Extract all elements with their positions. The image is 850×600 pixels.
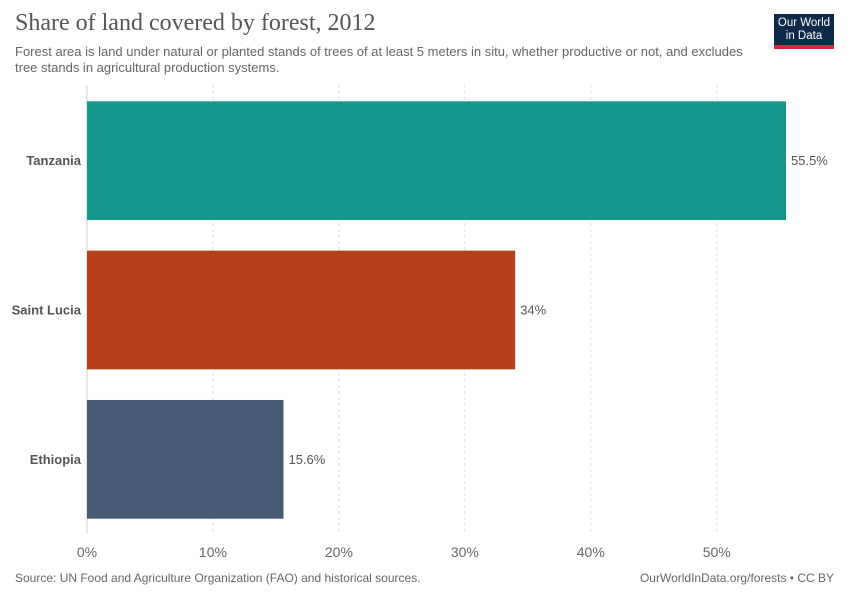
- data-label: 34%: [520, 303, 546, 318]
- logo-line-2: in Data: [785, 30, 823, 42]
- bar-ethiopia: [87, 399, 284, 519]
- x-tick-label: 0%: [77, 544, 97, 560]
- source-note[interactable]: Source: UN Food and Agriculture Organiza…: [15, 571, 421, 585]
- x-tick-label: 20%: [325, 544, 353, 560]
- data-label: 55.5%: [791, 153, 828, 168]
- owid-logo[interactable]: Our World in Data: [774, 14, 834, 49]
- category-label: Tanzania: [26, 153, 81, 168]
- x-tick-label: 10%: [199, 544, 227, 560]
- x-tick-label: 40%: [577, 544, 605, 560]
- bar-saint-lucia: [87, 250, 516, 370]
- chart-title: Share of land covered by forest, 2012: [15, 10, 376, 36]
- bar-tanzania: [87, 101, 786, 221]
- category-label: Ethiopia: [30, 452, 82, 467]
- category-label: Saint Lucia: [12, 303, 82, 318]
- data-label: 15.6%: [288, 452, 325, 467]
- logo-line-1: Our World: [777, 17, 831, 29]
- x-tick-label: 30%: [451, 544, 479, 560]
- x-tick-label: 50%: [703, 544, 731, 560]
- chart-subtitle: Forest area is land under natural or pla…: [15, 44, 743, 75]
- credit-link[interactable]: OurWorldInData.org/forests • CC BY: [639, 571, 834, 585]
